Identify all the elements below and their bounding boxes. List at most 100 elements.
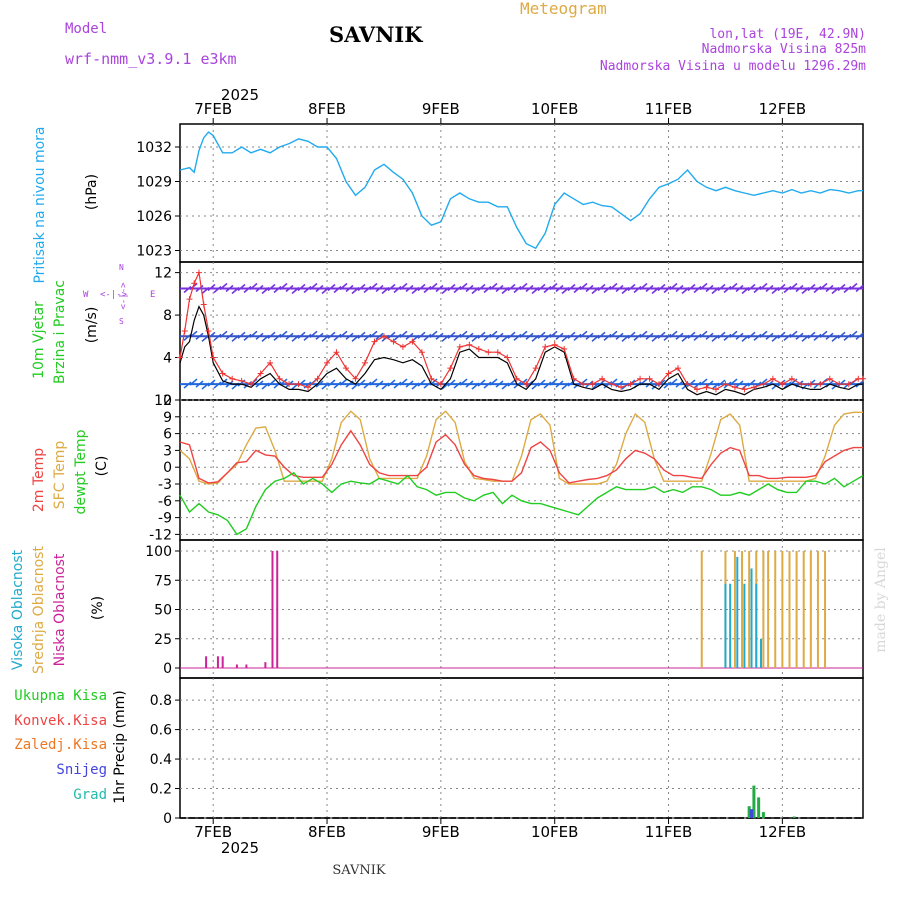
gust-marker [238,377,245,384]
y-tick-label: 0 [163,393,172,409]
bottom-day-label: 8FEB [308,823,346,841]
gust-marker [788,375,795,382]
station-title: SAVNIK [329,22,423,47]
gust-marker [817,381,824,388]
gust-marker [561,346,568,353]
gust-marker [181,328,188,334]
gust-marker [504,354,511,361]
gust-marker [409,338,416,345]
wind-compass: W E <-|-> <-|-> N S [83,263,155,326]
pressure-layer [179,131,863,250]
temp-unit: (C) [94,456,110,477]
gust-marker [191,280,198,287]
gust-marker [769,375,776,382]
compass-w: W [83,290,89,300]
gust-marker [195,269,202,276]
precip-label-snow: Snijeg [56,762,107,778]
y-tick-label: 0 [163,811,172,827]
y-tick-label: 0.6 [150,723,172,739]
precip-bar [752,785,756,818]
y-tick-label: 0 [163,661,172,677]
gust-marker [741,386,748,393]
bottom-day-label: 7FEB [194,823,232,841]
gust-marker [248,381,255,388]
gust-marker [314,375,321,382]
temp-label-2m: 2m Temp [31,448,47,512]
cloud-label-mid: Srednja Oblacnost [31,546,47,674]
y-tick-label: 6 [163,427,172,443]
gust-marker [836,381,843,388]
bottom-day-label: 11FEB [645,823,692,841]
top-day-label: 11FEB [645,100,692,118]
compass-ew-arrow: <-|-> [100,290,128,300]
gust-marker [437,381,444,388]
gust-marker [656,381,663,388]
precip-bar [747,806,751,818]
gust-marker [665,370,672,377]
meteogram-title: Meteogram [520,0,607,18]
bottom-day-labels: 7FEB 8FEB 9FEB 10FEB 11FEB 12FEB [194,818,806,841]
top-day-label: 7FEB [194,100,232,118]
gust-marker [513,375,520,382]
precip-bar [757,797,761,818]
gust-marker [731,384,738,391]
panel-frame-wind [179,261,864,401]
gust-marker [760,381,767,388]
gust-marker [618,384,625,391]
y-tick-label: 4 [163,351,172,367]
wind-label-2: Brzina i Pravac [52,280,68,384]
gust-marker [447,365,454,372]
gust-marker [177,354,183,361]
gust-marker [570,375,577,382]
y-tick-label: 0 [163,460,172,476]
precip-bar [761,812,765,818]
gust-marker [627,381,634,388]
wind-label-1: 10m Vjetar [31,301,47,379]
precip-label-conv: Konvek.Kisa [14,713,107,729]
gust-marker [305,384,312,391]
gust-marker [779,381,786,388]
panel-frames [179,123,864,819]
gust-marker [286,381,293,388]
precip-bar [750,809,754,818]
gust-marker [257,370,264,377]
temp-label-sfc: SFC Temp [52,441,68,510]
panel-frame-temp [179,399,864,541]
precip-layer [180,785,863,819]
bottom-day-label: 12FEB [759,823,806,841]
wind-arrows-middle [180,330,864,342]
y-tick-label: 1026 [136,209,172,225]
gust-marker [267,359,274,366]
gust-marker [456,343,463,350]
gust-marker [428,375,435,382]
top-day-label: 10FEB [531,100,578,118]
elevation: Nadmorska Visina 825m [702,42,867,57]
gust-marker [693,386,700,393]
footer-station: SAVNIK [332,863,386,878]
y-tick-label: 75 [154,573,172,589]
y-tick-label: 12 [154,393,172,409]
gust-marker [295,381,302,388]
gust-marker [551,341,558,348]
precip-unit: 1hr Precip (mm) [112,690,128,803]
temperature-layer [179,410,864,536]
y-tick-label: 0.2 [150,782,172,798]
sfc-temp-line [179,410,863,485]
top-year: 2025 [221,86,259,104]
bottom-day-label: 10FEB [531,823,578,841]
temp-label-dewpt: dewpt Temp [73,429,89,514]
wind-unit: (m/s) [84,307,100,344]
model-name: wrf-nmm_v3.9.1 e3km [65,50,237,68]
gust-marker [200,301,207,308]
pressure-unit: (hPa) [84,174,100,210]
y-tick-label: -9 [158,511,172,527]
gust-marker [712,386,719,393]
gust-marker [599,375,606,382]
dewpt-line [179,471,864,536]
gust-marker [703,384,710,391]
gust-marker [494,349,501,356]
cloud-label-low: Niska Oblacnost [52,553,68,666]
y-tick-label: 1023 [136,244,172,260]
gust-marker [352,375,359,382]
